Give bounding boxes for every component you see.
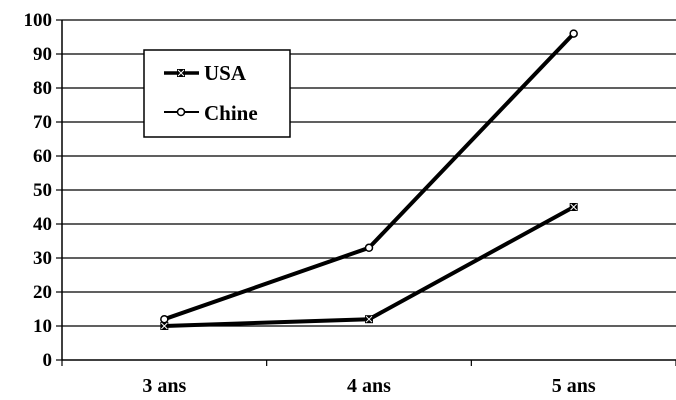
y-tick-label: 10 bbox=[33, 316, 52, 337]
legend-chine-label: Chine bbox=[204, 101, 258, 125]
y-tick-label: 80 bbox=[33, 78, 52, 99]
y-tick-label: 20 bbox=[33, 282, 52, 303]
data-point bbox=[160, 322, 169, 330]
data-point bbox=[569, 29, 578, 38]
y-tick-label: 50 bbox=[33, 180, 52, 201]
series-lines bbox=[160, 29, 578, 330]
y-tick-label: 90 bbox=[33, 44, 52, 65]
y-tick-label: 60 bbox=[33, 146, 52, 167]
data-point bbox=[365, 315, 373, 324]
x-tick-label: 5 ans bbox=[552, 375, 596, 397]
series-line-usa bbox=[164, 205, 575, 328]
x-tick-label: 3 ans bbox=[142, 375, 186, 397]
marker-cross bbox=[365, 315, 373, 323]
y-tick-label: 0 bbox=[43, 350, 53, 371]
legend-usa-label: USA bbox=[204, 61, 247, 85]
marker-cross bbox=[160, 322, 168, 330]
marker-cross bbox=[570, 203, 578, 211]
x-axis: 3 ans 4 ans 5 ans bbox=[61, 359, 676, 397]
y-tick-label: 40 bbox=[33, 214, 52, 235]
legend-usa-marker bbox=[177, 69, 185, 77]
y-tick-label: 30 bbox=[33, 248, 52, 269]
data-point bbox=[569, 203, 578, 211]
x-tick-label: 4 ans bbox=[347, 375, 391, 397]
data-point bbox=[160, 314, 169, 324]
marker-cross bbox=[177, 69, 185, 77]
y-tick-label: 70 bbox=[33, 112, 52, 133]
legend-chine-marker bbox=[176, 107, 186, 117]
legend: USA Chine bbox=[143, 49, 291, 138]
legend-box bbox=[143, 49, 291, 138]
data-point bbox=[364, 243, 374, 253]
y-tick-label: 100 bbox=[24, 10, 53, 31]
y-axis: 0 10 20 30 40 50 60 70 80 90 100 bbox=[24, 10, 63, 371]
